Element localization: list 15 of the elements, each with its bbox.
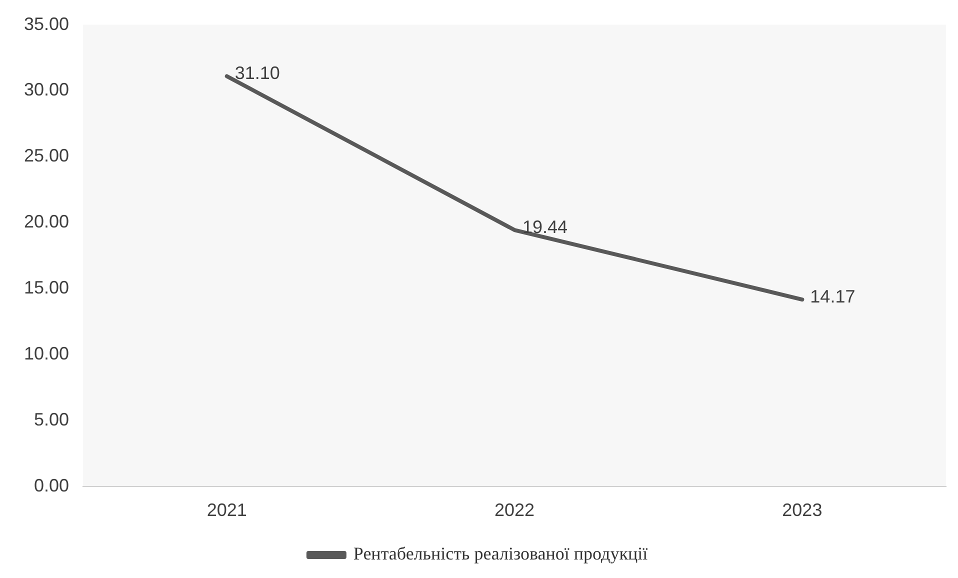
y-tick-label: 15.00 — [24, 278, 70, 298]
y-tick-label: 20.00 — [24, 212, 70, 232]
legend-label: Рентабельність реалізованої продукції — [353, 544, 648, 564]
y-tick-label: 30.00 — [24, 80, 70, 100]
y-tick-label: 25.00 — [24, 146, 70, 166]
x-tick-label: 2022 — [494, 500, 535, 520]
y-tick-label: 0.00 — [34, 475, 70, 496]
y-tick-label: 35.00 — [24, 14, 70, 34]
x-tick-label: 2021 — [206, 500, 247, 520]
x-tick-label: 2023 — [782, 500, 822, 520]
data-label: 31.10 — [234, 63, 280, 84]
data-label: 19.44 — [522, 216, 568, 237]
data-label: 14.17 — [810, 286, 856, 306]
y-tick-label: 5.00 — [34, 409, 70, 430]
y-tick-label: 10.00 — [24, 343, 70, 364]
